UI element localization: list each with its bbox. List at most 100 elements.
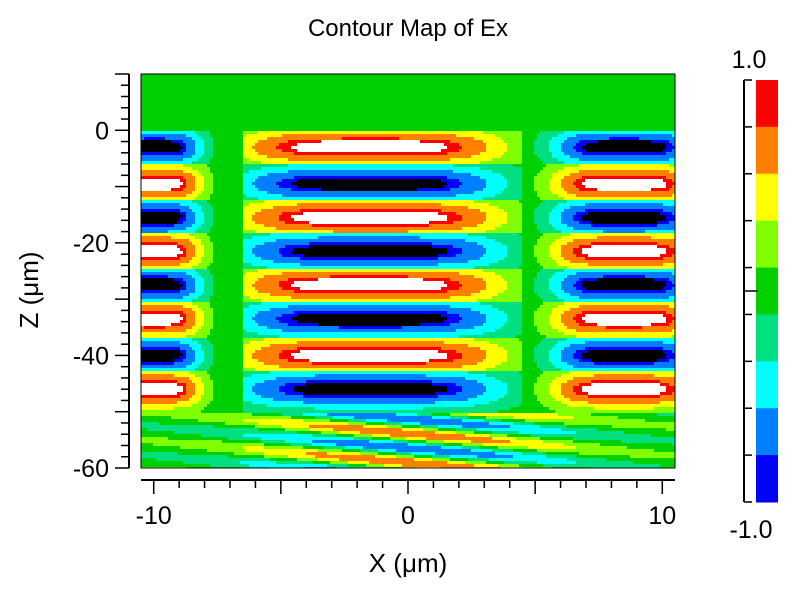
- contour-cell: [195, 248, 204, 251]
- contour-cell: [141, 89, 675, 92]
- contour-cell: [180, 185, 186, 188]
- contour-cell: [255, 179, 282, 182]
- contour-cell: [657, 413, 675, 416]
- contour-cell: [141, 356, 180, 359]
- contour-cell: [189, 398, 201, 401]
- contour-cell: [543, 167, 564, 170]
- x-tick-label: 10: [648, 502, 676, 530]
- contour-cell: [201, 344, 213, 347]
- contour-cell: [591, 221, 657, 224]
- contour-cell: [243, 359, 258, 362]
- contour-cell: [195, 131, 210, 134]
- contour-cell: [447, 356, 462, 359]
- contour-cell: [537, 134, 558, 137]
- contour-cell: [507, 284, 522, 287]
- contour-cell: [141, 374, 174, 377]
- contour-cell: [243, 395, 261, 398]
- contour-cell: [540, 305, 558, 308]
- contour-cell: [174, 224, 192, 227]
- contour-cell: [534, 185, 549, 188]
- contour-cell: [498, 344, 522, 347]
- contour-cell: [444, 440, 471, 443]
- contour-cell: [141, 407, 174, 410]
- contour-cell: [204, 392, 213, 395]
- contour-cell: [213, 209, 243, 212]
- contour-cell: [141, 431, 174, 434]
- contour-cell: [465, 239, 495, 242]
- contour-cell: [501, 224, 522, 227]
- contour-cell: [501, 419, 525, 422]
- contour-cell: [672, 143, 675, 146]
- contour-cell: [522, 176, 534, 179]
- contour-cell: [432, 455, 450, 458]
- contour-cell: [534, 215, 549, 218]
- contour-cell: [210, 203, 243, 206]
- contour-cell: [267, 155, 471, 158]
- contour-cell: [450, 188, 483, 191]
- contour-cell: [558, 194, 576, 197]
- contour-cell: [585, 143, 666, 146]
- contour-cell: [582, 215, 666, 218]
- contour-cell: [444, 143, 459, 146]
- contour-cell: [255, 245, 285, 248]
- contour-cell: [141, 350, 180, 353]
- contour-cell: [291, 353, 447, 356]
- contour-cell: [552, 380, 567, 383]
- contour-cell: [141, 245, 177, 248]
- contour-cell: [666, 311, 675, 314]
- contour-cell: [213, 140, 243, 143]
- contour-cell: [522, 236, 540, 239]
- contour-cell: [180, 446, 243, 449]
- contour-cell: [294, 218, 447, 221]
- contour-cell: [546, 335, 576, 338]
- contour-cell: [249, 305, 288, 308]
- contour-cell: [141, 308, 192, 311]
- contour-cell: [462, 389, 486, 392]
- contour-cell: [345, 446, 363, 449]
- contour-cell: [666, 182, 675, 185]
- contour-cell: [321, 140, 420, 143]
- contour-cell: [210, 236, 243, 239]
- contour-cell: [489, 422, 513, 425]
- contour-cell: [504, 290, 522, 293]
- contour-cell: [567, 380, 591, 383]
- contour-cell: [186, 215, 195, 218]
- contour-cell: [576, 446, 627, 449]
- contour-cell: [141, 305, 183, 308]
- contour-cell: [534, 251, 549, 254]
- contour-cell: [213, 254, 243, 257]
- contour-cell: [522, 242, 537, 245]
- contour-cell: [588, 392, 660, 395]
- contour-cell: [210, 305, 243, 308]
- contour-cell: [318, 278, 423, 281]
- contour-cell: [243, 446, 264, 449]
- contour-cell: [195, 323, 204, 326]
- contour-cell: [195, 245, 204, 248]
- contour-cell: [486, 374, 522, 377]
- contour-cell: [246, 329, 282, 332]
- contour-cell: [666, 215, 675, 218]
- contour-cell: [669, 323, 675, 326]
- contour-cell: [417, 413, 432, 416]
- contour-cell: [141, 122, 675, 125]
- contour-cell: [192, 242, 201, 245]
- contour-cell: [144, 326, 165, 329]
- contour-cell: [513, 416, 573, 419]
- contour-cell: [213, 224, 243, 227]
- contour-cell: [183, 389, 186, 392]
- contour-cell: [183, 152, 195, 155]
- contour-cell: [309, 221, 429, 224]
- contour-cell: [456, 134, 495, 137]
- contour-cell: [573, 215, 582, 218]
- contour-cell: [576, 320, 585, 323]
- contour-cell: [336, 443, 408, 446]
- contour-cell: [504, 347, 522, 350]
- contour-cell: [540, 263, 558, 266]
- contour-cell: [183, 323, 195, 326]
- contour-cell: [195, 386, 204, 389]
- contour-cell: [654, 449, 675, 452]
- contour-cell: [441, 314, 459, 317]
- contour-cell: [210, 401, 243, 404]
- contour-cell: [276, 377, 465, 380]
- contour-cell: [141, 194, 186, 197]
